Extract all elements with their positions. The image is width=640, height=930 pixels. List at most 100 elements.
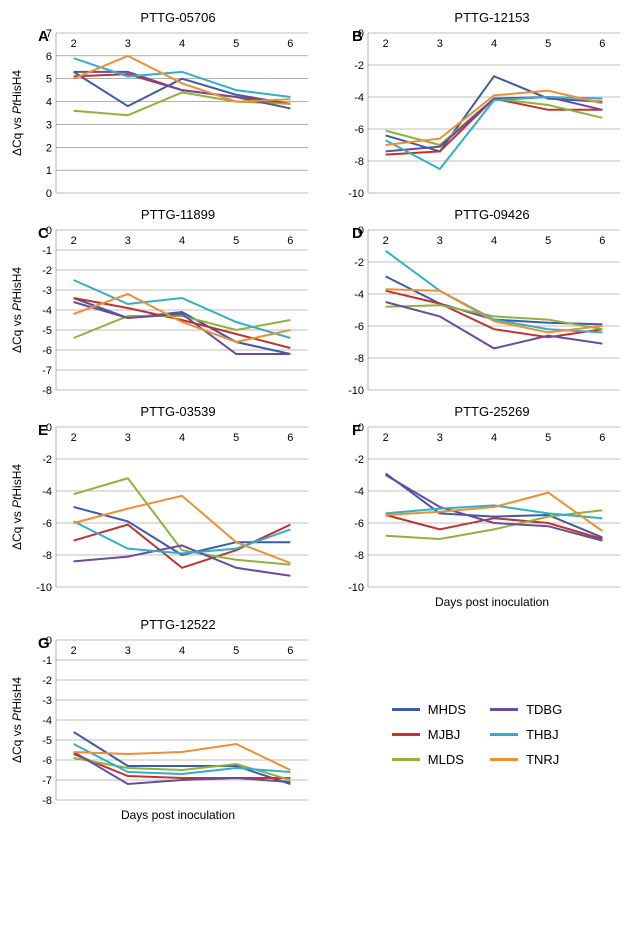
svg-text:6: 6 <box>287 645 293 657</box>
svg-text:-5: -5 <box>42 325 52 337</box>
legend: MHDSTDBGMJBJTHBJMLDSTNRJ <box>324 617 630 822</box>
svg-text:2: 2 <box>71 38 77 50</box>
svg-text:3: 3 <box>46 119 52 131</box>
svg-text:-8: -8 <box>354 353 364 365</box>
legend-item-THBJ: THBJ <box>490 727 562 742</box>
series-MLDS <box>386 99 603 145</box>
chart-panel-G: GPTTG-12522ΔCq vs PtHisH4-8-7-6-5-4-3-2-… <box>10 617 316 822</box>
chart-panel-B: BPTTG-12153-10-8-6-4-2023456 <box>324 10 630 199</box>
chart-panel-A: APTTG-05706ΔCq vs PtHisH40123456723456 <box>10 10 316 199</box>
chart-panel-F: FPTTG-25269-10-8-6-4-2023456Days post in… <box>324 404 630 609</box>
chart-wrap: ΔCq vs PtHisH4-10-8-6-4-2023456 <box>10 421 316 593</box>
svg-text:4: 4 <box>179 645 185 657</box>
svg-text:6: 6 <box>599 38 605 50</box>
svg-text:5: 5 <box>545 432 551 444</box>
svg-text:3: 3 <box>437 38 443 50</box>
series-MJBJ <box>386 99 603 155</box>
svg-text:-4: -4 <box>42 486 52 498</box>
chart-title: PTTG-09426 <box>354 207 630 222</box>
series-MLDS <box>74 92 291 115</box>
svg-text:3: 3 <box>125 235 131 247</box>
svg-text:3: 3 <box>125 645 131 657</box>
legend-label: MLDS <box>428 752 464 767</box>
chart-title: PTTG-03539 <box>40 404 316 419</box>
chart-area: -8-7-6-5-4-3-2-1023456 <box>28 634 316 806</box>
chart-title: PTTG-05706 <box>40 10 316 25</box>
svg-text:6: 6 <box>287 38 293 50</box>
svg-text:-3: -3 <box>42 695 52 707</box>
svg-text:6: 6 <box>287 432 293 444</box>
svg-text:5: 5 <box>545 235 551 247</box>
svg-text:-6: -6 <box>42 345 52 357</box>
legend-swatch <box>490 758 518 761</box>
svg-text:-1: -1 <box>42 245 52 257</box>
series-TDBG <box>386 302 603 348</box>
svg-text:5: 5 <box>233 432 239 444</box>
svg-text:2: 2 <box>71 235 77 247</box>
chart-title: PTTG-25269 <box>354 404 630 419</box>
chart-wrap: -10-8-6-4-2023456 <box>324 224 630 396</box>
chart-area: -8-7-6-5-4-3-2-1023456 <box>28 224 316 396</box>
legend-label: MJBJ <box>428 727 461 742</box>
svg-text:6: 6 <box>287 235 293 247</box>
svg-text:0: 0 <box>46 188 52 199</box>
svg-text:-4: -4 <box>354 486 364 498</box>
svg-text:2: 2 <box>383 235 389 247</box>
legend-swatch <box>392 758 420 761</box>
svg-text:-8: -8 <box>354 156 364 168</box>
legend-item-MLDS: MLDS <box>392 752 466 767</box>
svg-text:-5: -5 <box>42 735 52 747</box>
legend-item-TNRJ: TNRJ <box>490 752 562 767</box>
svg-text:-10: -10 <box>348 385 364 396</box>
svg-text:4: 4 <box>491 235 497 247</box>
svg-text:4: 4 <box>491 432 497 444</box>
series-MJBJ <box>386 515 603 539</box>
svg-text:2: 2 <box>71 432 77 444</box>
legend-item-TDBG: TDBG <box>490 702 562 717</box>
svg-text:-2: -2 <box>42 454 52 466</box>
svg-text:-6: -6 <box>354 124 364 136</box>
svg-text:-2: -2 <box>354 454 364 466</box>
legend-swatch <box>392 708 420 711</box>
chart-panel-D: DPTTG-09426-10-8-6-4-2023456 <box>324 207 630 396</box>
series-THBJ <box>386 97 603 169</box>
svg-text:-2: -2 <box>42 675 52 687</box>
panel-grid: APTTG-05706ΔCq vs PtHisH40123456723456BP… <box>0 0 640 832</box>
x-axis-label: Days post inoculation <box>40 808 316 822</box>
svg-text:6: 6 <box>599 432 605 444</box>
svg-text:4: 4 <box>46 97 52 109</box>
series-TDBG <box>386 97 603 151</box>
svg-text:-6: -6 <box>354 518 364 530</box>
svg-text:-10: -10 <box>348 188 364 199</box>
svg-text:-7: -7 <box>42 365 52 377</box>
panel-label: B <box>352 28 363 45</box>
svg-text:5: 5 <box>46 74 52 86</box>
series-TNRJ <box>74 294 291 342</box>
svg-text:-6: -6 <box>42 518 52 530</box>
svg-text:6: 6 <box>599 235 605 247</box>
y-axis-label: ΔCq vs PtHisH4 <box>10 224 26 396</box>
chart-wrap: ΔCq vs PtHisH40123456723456 <box>10 27 316 199</box>
panel-label: F <box>352 422 361 439</box>
chart-area: 0123456723456 <box>28 27 316 199</box>
chart-title: PTTG-12522 <box>40 617 316 632</box>
chart-panel-E: EPTTG-03539ΔCq vs PtHisH4-10-8-6-4-20234… <box>10 404 316 609</box>
legend-swatch <box>490 708 518 711</box>
svg-text:-1: -1 <box>42 655 52 667</box>
svg-text:-2: -2 <box>354 257 364 269</box>
svg-text:2: 2 <box>46 142 52 154</box>
svg-text:1: 1 <box>46 165 52 177</box>
svg-text:-4: -4 <box>354 289 364 301</box>
legend-label: TNRJ <box>526 752 559 767</box>
panel-label: C <box>38 225 49 242</box>
chart-wrap: ΔCq vs PtHisH4-8-7-6-5-4-3-2-1023456 <box>10 224 316 396</box>
svg-text:2: 2 <box>71 645 77 657</box>
svg-text:-6: -6 <box>354 321 364 333</box>
chart-title: PTTG-12153 <box>354 10 630 25</box>
chart-area: -10-8-6-4-2023456 <box>340 224 630 396</box>
chart-wrap: -10-8-6-4-2023456 <box>324 421 630 593</box>
chart-wrap: -10-8-6-4-2023456 <box>324 27 630 199</box>
svg-text:-10: -10 <box>348 582 364 593</box>
svg-text:3: 3 <box>125 38 131 50</box>
svg-text:2: 2 <box>383 432 389 444</box>
